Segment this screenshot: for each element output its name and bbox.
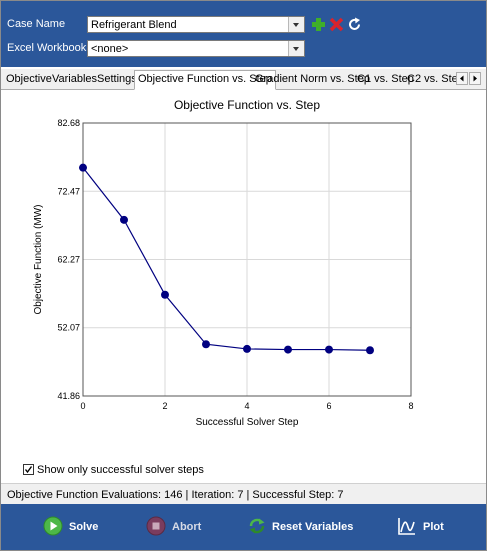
successful-steps-label: Show only successful solver steps: [37, 464, 204, 476]
reset-variables-button[interactable]: Reset Variables: [247, 516, 357, 538]
plot-label: Plot: [423, 521, 444, 533]
x-tick-label: 4: [244, 401, 249, 411]
series-line: [82, 167, 371, 351]
reset-variables-label: Reset Variables: [272, 521, 354, 533]
y-tick-label: 52.07: [57, 323, 80, 333]
status-bar: Objective Function Evaluations: 146 | It…: [1, 483, 486, 504]
tab-variables[interactable]: Variables: [52, 73, 98, 85]
case-name-value: Refrigerant Blend: [91, 19, 177, 31]
tab-objective-function-vs-step[interactable]: Objective Function vs. Step: [134, 70, 276, 90]
tab-settings[interactable]: Settings: [97, 73, 137, 85]
data-point: [161, 290, 169, 299]
footer-toolbar: Solve Abort Reset Variables Plot: [1, 504, 486, 550]
x-tick-label: 0: [80, 401, 85, 411]
x-tick-label: 2: [162, 401, 167, 411]
x-axis-ticks: 0 2 4 6 8: [80, 401, 413, 411]
reset-icon: [249, 518, 265, 534]
x-tick-label: 8: [408, 401, 413, 411]
refresh-icon[interactable]: [347, 17, 362, 32]
data-point: [202, 340, 210, 349]
solve-button[interactable]: Solve: [43, 516, 103, 538]
abort-label: Abort: [172, 521, 202, 533]
y-axis-ticks: 41.86 52.07 62.27 72.47 82.68: [57, 118, 80, 401]
abort-button[interactable]: Abort: [146, 516, 206, 538]
y-tick-label: 72.47: [57, 186, 80, 196]
tab-c2-vs-step[interactable]: C2 vs. Step: [407, 73, 464, 85]
tab-objective[interactable]: Objective: [6, 73, 52, 85]
header-panel: Case Name Refrigerant Blend Excel Workbo…: [1, 1, 486, 67]
workbook-row: Excel Workbook <none>: [1, 38, 486, 60]
chart-panel: Objective Function vs. Step 41.86 52.07 62…: [1, 90, 486, 484]
case-name-label: Case Name: [7, 18, 66, 30]
x-axis-label: Successful Solver Step: [196, 417, 299, 428]
chart-series: [79, 163, 374, 355]
plot-button[interactable]: Plot: [397, 516, 457, 538]
y-tick-label: 62.27: [57, 255, 80, 265]
x-tick-label: 6: [326, 401, 331, 411]
plot-area: [82, 122, 412, 397]
case-name-combo[interactable]: Refrigerant Blend: [87, 16, 305, 33]
stop-icon: [146, 516, 166, 536]
chevron-down-icon[interactable]: [288, 17, 304, 32]
successful-steps-checkbox[interactable]: [23, 464, 34, 475]
data-point: [284, 345, 292, 354]
play-icon: [43, 516, 63, 536]
tab-c1-vs-step[interactable]: C1 vs. Step: [357, 73, 414, 85]
data-point: [243, 344, 251, 353]
status-text: Objective Function Evaluations: 146 | It…: [7, 489, 344, 501]
excel-workbook-value: <none>: [91, 43, 129, 55]
data-point: [79, 163, 87, 172]
data-point: [120, 215, 128, 224]
plot-icon: [398, 518, 415, 535]
case-row: Case Name Refrigerant Blend: [1, 14, 486, 36]
tab-strip: Objective Variables Settings Objective F…: [1, 69, 486, 90]
excel-workbook-label: Excel Workbook: [7, 42, 87, 54]
tab-scroll-left-icon[interactable]: [456, 72, 468, 85]
y-tick-label: 82.68: [57, 118, 80, 128]
chart-grid: [82, 122, 412, 397]
y-axis-label: Objective Function (MW): [33, 204, 44, 314]
add-icon[interactable]: [311, 17, 326, 32]
y-tick-label: 41.86: [57, 391, 80, 401]
chart-title: Objective Function vs. Step: [174, 98, 320, 112]
delete-icon[interactable]: [329, 17, 344, 32]
data-point: [325, 345, 333, 354]
tab-gradient-norm-vs-step[interactable]: Gradient Norm vs. Step: [255, 73, 370, 85]
chevron-down-icon[interactable]: [288, 41, 304, 56]
data-point: [366, 346, 374, 355]
excel-workbook-combo[interactable]: <none>: [87, 40, 305, 57]
checkmark-icon: [24, 466, 33, 474]
tab-scroll-right-icon[interactable]: [469, 72, 481, 85]
solve-label: Solve: [69, 521, 99, 533]
objective-function-chart: Objective Function vs. Step 41.8652.0762…: [33, 98, 414, 428]
